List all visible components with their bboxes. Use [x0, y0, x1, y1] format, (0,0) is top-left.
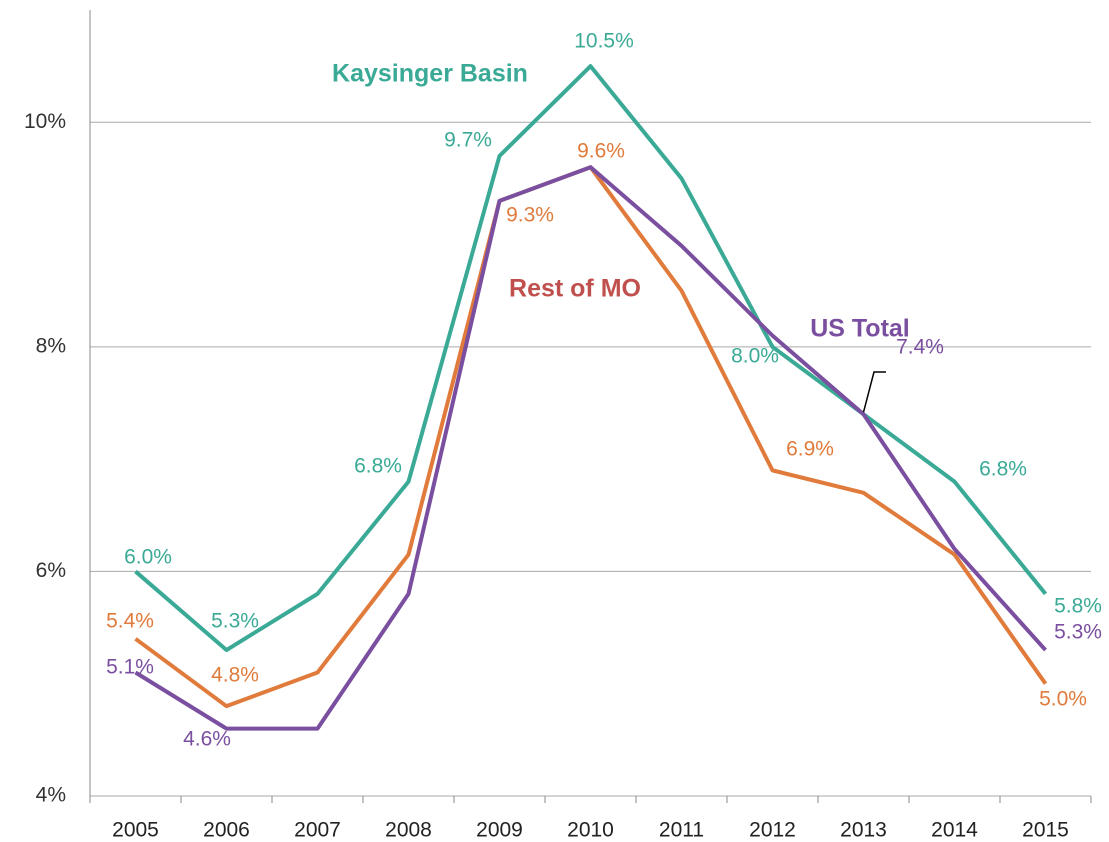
data-label: 7.4%	[896, 336, 944, 359]
x-tick-label: 2005	[112, 819, 159, 842]
leader-line	[862, 371, 886, 413]
data-label: 6.0%	[124, 546, 172, 569]
x-tick-label: 2012	[749, 819, 796, 842]
x-tick-label: 2009	[476, 819, 523, 842]
data-label: 5.3%	[211, 610, 259, 633]
data-label: 6.8%	[979, 458, 1027, 481]
data-label: 4.6%	[183, 728, 231, 751]
data-label: 5.1%	[106, 656, 154, 679]
data-label: 5.0%	[1039, 688, 1087, 711]
x-tick-label: 2014	[931, 819, 978, 842]
series-line	[134, 165, 1048, 709]
x-tick-label: 2010	[567, 819, 614, 842]
data-label: 9.7%	[444, 129, 492, 152]
data-label: 6.9%	[786, 438, 834, 461]
data-label: 8.0%	[731, 345, 779, 368]
y-tick-label: 8%	[36, 334, 66, 357]
series-name: Rest of MO	[509, 275, 641, 303]
x-tick-label: 2008	[385, 819, 432, 842]
data-label: 9.3%	[506, 204, 554, 227]
data-label: 4.8%	[211, 664, 259, 687]
x-tick-label: 2015	[1022, 819, 1069, 842]
data-label: 10.5%	[574, 30, 634, 53]
series-line	[134, 165, 1047, 731]
series-name: US Total	[810, 315, 910, 343]
data-label: 6.8%	[354, 455, 402, 478]
data-label: 9.6%	[577, 140, 625, 163]
x-tick-label: 2006	[203, 819, 250, 842]
data-label: 5.8%	[1054, 595, 1102, 618]
x-tick-label: 2011	[659, 819, 704, 842]
x-tick-label: 2007	[294, 819, 341, 842]
series-line	[134, 64, 1048, 653]
data-label: 5.4%	[106, 610, 154, 633]
series-name: Kaysinger Basin	[332, 60, 528, 88]
x-tick-label: 2013	[840, 819, 887, 842]
y-tick-label: 6%	[36, 559, 66, 582]
y-tick-label: 10%	[24, 110, 66, 133]
y-tick-label: 4%	[36, 784, 66, 807]
data-label: 5.3%	[1054, 621, 1102, 644]
